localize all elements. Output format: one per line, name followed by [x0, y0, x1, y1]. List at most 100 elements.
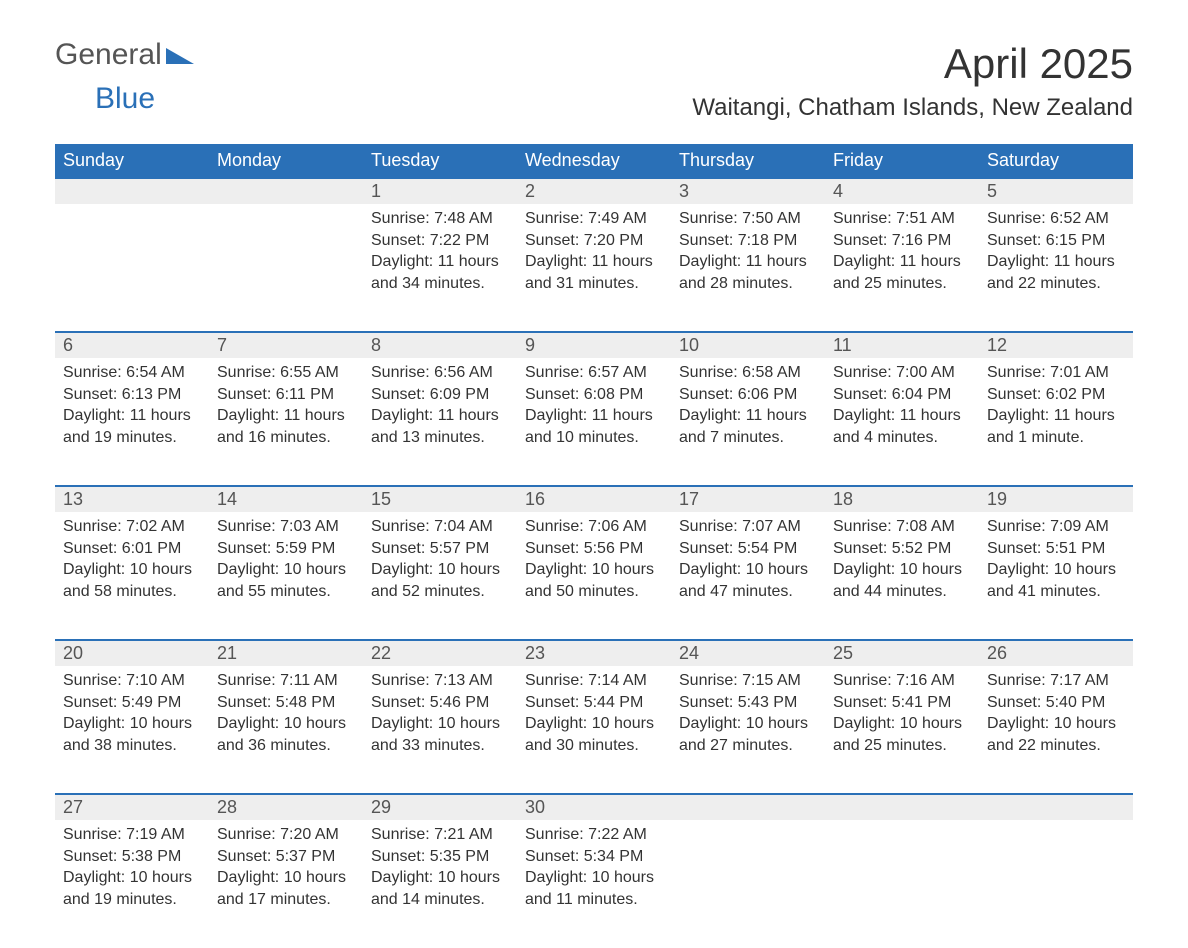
daylight-text: Daylight: 10 hours and 47 minutes.	[679, 559, 817, 602]
day-content-cell: Sunrise: 7:01 AMSunset: 6:02 PMDaylight:…	[979, 358, 1133, 486]
logo: General Blue	[55, 40, 194, 114]
day-content-cell	[55, 204, 209, 332]
logo-text-blue: Blue	[95, 82, 155, 115]
sunset-text: Sunset: 5:57 PM	[371, 538, 509, 560]
day-number-cell: 29	[363, 794, 517, 820]
sunset-text: Sunset: 7:20 PM	[525, 230, 663, 252]
daylight-text: Daylight: 10 hours and 38 minutes.	[63, 713, 201, 756]
daylight-text: Daylight: 11 hours and 13 minutes.	[371, 405, 509, 448]
day-number-row: 12345	[55, 178, 1133, 204]
sunrise-text: Sunrise: 7:14 AM	[525, 670, 663, 692]
day-number-cell: 30	[517, 794, 671, 820]
day-content-cell: Sunrise: 7:03 AMSunset: 5:59 PMDaylight:…	[209, 512, 363, 640]
day-number-cell: 17	[671, 486, 825, 512]
sunset-text: Sunset: 5:40 PM	[987, 692, 1125, 714]
sunset-text: Sunset: 5:54 PM	[679, 538, 817, 560]
day-number-cell: 10	[671, 332, 825, 358]
day-content-cell: Sunrise: 6:52 AMSunset: 6:15 PMDaylight:…	[979, 204, 1133, 332]
sunset-text: Sunset: 5:44 PM	[525, 692, 663, 714]
day-content-row: Sunrise: 6:54 AMSunset: 6:13 PMDaylight:…	[55, 358, 1133, 486]
day-number-cell: 4	[825, 178, 979, 204]
day-number-cell: 18	[825, 486, 979, 512]
daylight-text: Daylight: 10 hours and 30 minutes.	[525, 713, 663, 756]
sunrise-text: Sunrise: 7:15 AM	[679, 670, 817, 692]
day-content-cell: Sunrise: 7:17 AMSunset: 5:40 PMDaylight:…	[979, 666, 1133, 794]
sunset-text: Sunset: 6:13 PM	[63, 384, 201, 406]
sunset-text: Sunset: 5:35 PM	[371, 846, 509, 868]
day-content-cell: Sunrise: 7:14 AMSunset: 5:44 PMDaylight:…	[517, 666, 671, 794]
sunset-text: Sunset: 7:16 PM	[833, 230, 971, 252]
daylight-text: Daylight: 10 hours and 27 minutes.	[679, 713, 817, 756]
sunrise-text: Sunrise: 6:58 AM	[679, 362, 817, 384]
logo-triangle-icon	[166, 40, 194, 70]
day-number-cell	[209, 178, 363, 204]
day-number-cell	[825, 794, 979, 820]
daylight-text: Daylight: 10 hours and 55 minutes.	[217, 559, 355, 602]
sunset-text: Sunset: 5:56 PM	[525, 538, 663, 560]
day-number-cell	[55, 178, 209, 204]
weekday-header: Monday	[209, 144, 363, 178]
day-content-cell: Sunrise: 7:02 AMSunset: 6:01 PMDaylight:…	[55, 512, 209, 640]
sunset-text: Sunset: 5:49 PM	[63, 692, 201, 714]
day-content-cell: Sunrise: 6:57 AMSunset: 6:08 PMDaylight:…	[517, 358, 671, 486]
sunrise-text: Sunrise: 7:07 AM	[679, 516, 817, 538]
sunset-text: Sunset: 5:46 PM	[371, 692, 509, 714]
daylight-text: Daylight: 10 hours and 17 minutes.	[217, 867, 355, 910]
day-number-cell: 1	[363, 178, 517, 204]
sunrise-text: Sunrise: 7:21 AM	[371, 824, 509, 846]
day-number-cell: 27	[55, 794, 209, 820]
daylight-text: Daylight: 10 hours and 44 minutes.	[833, 559, 971, 602]
day-number-cell	[979, 794, 1133, 820]
day-number-cell: 26	[979, 640, 1133, 666]
sunrise-text: Sunrise: 7:11 AM	[217, 670, 355, 692]
day-content-cell: Sunrise: 7:10 AMSunset: 5:49 PMDaylight:…	[55, 666, 209, 794]
daylight-text: Daylight: 11 hours and 19 minutes.	[63, 405, 201, 448]
daylight-text: Daylight: 10 hours and 11 minutes.	[525, 867, 663, 910]
day-content-cell: Sunrise: 7:09 AMSunset: 5:51 PMDaylight:…	[979, 512, 1133, 640]
day-content-cell: Sunrise: 6:56 AMSunset: 6:09 PMDaylight:…	[363, 358, 517, 486]
day-number-cell: 19	[979, 486, 1133, 512]
sunset-text: Sunset: 6:04 PM	[833, 384, 971, 406]
day-number-row: 6789101112	[55, 332, 1133, 358]
page-title: April 2025	[692, 40, 1133, 88]
day-content-cell	[671, 820, 825, 948]
sunrise-text: Sunrise: 6:56 AM	[371, 362, 509, 384]
sunrise-text: Sunrise: 7:19 AM	[63, 824, 201, 846]
day-content-cell: Sunrise: 7:08 AMSunset: 5:52 PMDaylight:…	[825, 512, 979, 640]
sunrise-text: Sunrise: 7:08 AM	[833, 516, 971, 538]
sunset-text: Sunset: 7:18 PM	[679, 230, 817, 252]
daylight-text: Daylight: 11 hours and 28 minutes.	[679, 251, 817, 294]
day-number-cell: 14	[209, 486, 363, 512]
day-content-cell: Sunrise: 6:58 AMSunset: 6:06 PMDaylight:…	[671, 358, 825, 486]
sunset-text: Sunset: 5:43 PM	[679, 692, 817, 714]
sunrise-text: Sunrise: 7:51 AM	[833, 208, 971, 230]
day-content-cell: Sunrise: 7:48 AMSunset: 7:22 PMDaylight:…	[363, 204, 517, 332]
sunset-text: Sunset: 6:11 PM	[217, 384, 355, 406]
sunset-text: Sunset: 5:52 PM	[833, 538, 971, 560]
day-content-cell: Sunrise: 7:07 AMSunset: 5:54 PMDaylight:…	[671, 512, 825, 640]
day-number-cell: 15	[363, 486, 517, 512]
day-number-cell: 25	[825, 640, 979, 666]
day-content-row: Sunrise: 7:48 AMSunset: 7:22 PMDaylight:…	[55, 204, 1133, 332]
weekday-header-row: SundayMondayTuesdayWednesdayThursdayFrid…	[55, 144, 1133, 178]
day-number-cell: 12	[979, 332, 1133, 358]
sunrise-text: Sunrise: 7:17 AM	[987, 670, 1125, 692]
day-content-cell: Sunrise: 7:21 AMSunset: 5:35 PMDaylight:…	[363, 820, 517, 948]
day-content-cell: Sunrise: 7:00 AMSunset: 6:04 PMDaylight:…	[825, 358, 979, 486]
day-number-cell: 28	[209, 794, 363, 820]
day-content-cell: Sunrise: 6:55 AMSunset: 6:11 PMDaylight:…	[209, 358, 363, 486]
sunrise-text: Sunrise: 7:13 AM	[371, 670, 509, 692]
day-content-cell: Sunrise: 7:22 AMSunset: 5:34 PMDaylight:…	[517, 820, 671, 948]
day-content-cell: Sunrise: 7:16 AMSunset: 5:41 PMDaylight:…	[825, 666, 979, 794]
daylight-text: Daylight: 11 hours and 31 minutes.	[525, 251, 663, 294]
sunset-text: Sunset: 6:09 PM	[371, 384, 509, 406]
daylight-text: Daylight: 11 hours and 16 minutes.	[217, 405, 355, 448]
daylight-text: Daylight: 10 hours and 52 minutes.	[371, 559, 509, 602]
day-content-cell	[979, 820, 1133, 948]
sunrise-text: Sunrise: 7:01 AM	[987, 362, 1125, 384]
day-content-cell	[209, 204, 363, 332]
sunset-text: Sunset: 6:15 PM	[987, 230, 1125, 252]
sunrise-text: Sunrise: 7:20 AM	[217, 824, 355, 846]
sunset-text: Sunset: 5:51 PM	[987, 538, 1125, 560]
weekday-header: Sunday	[55, 144, 209, 178]
